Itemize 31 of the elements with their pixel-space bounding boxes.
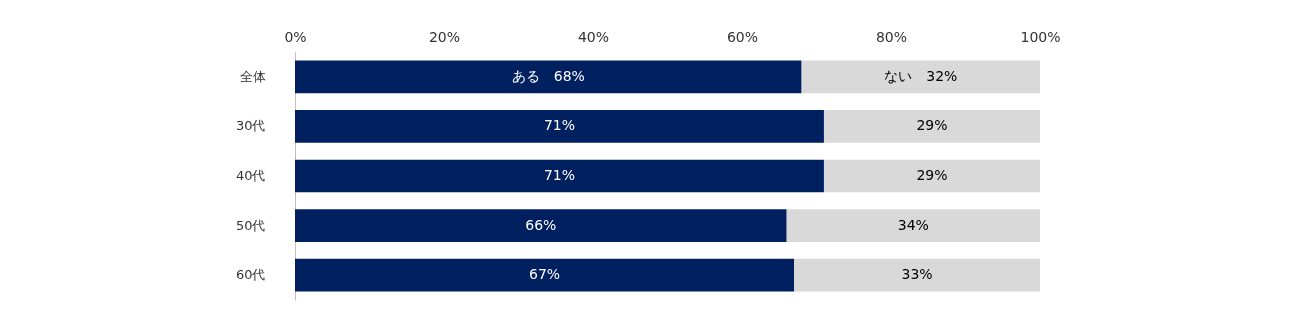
y-tick-label: 50代: [235, 217, 266, 233]
data-label: 33%: [901, 266, 933, 283]
y-tick-label: 60代: [235, 267, 266, 283]
bar: [823, 159, 1040, 193]
data-label: 66%: [525, 216, 557, 233]
data-label: 29%: [916, 167, 948, 183]
data-label: 71%: [543, 117, 576, 134]
data-label: 34%: [897, 216, 929, 233]
y-tick-label: 全体: [239, 68, 266, 84]
bar: [794, 258, 1040, 292]
bar: [295, 159, 824, 193]
x-tick-label: 100%: [1020, 28, 1061, 45]
data-label: 67%: [529, 266, 561, 283]
bar: [823, 110, 1040, 143]
bar: [295, 209, 787, 242]
data-label: ない 32%: [884, 67, 958, 84]
data-label: 29%: [916, 117, 948, 134]
y-tick-label: 40代: [235, 168, 266, 183]
x-tick-label: 80%: [875, 28, 908, 45]
bar: [786, 209, 1040, 242]
bar: [295, 110, 824, 143]
bar: [295, 258, 795, 292]
x-tick-label: 20%: [428, 28, 461, 45]
x-tick-label: 40%: [577, 28, 610, 45]
data-label: 71%: [543, 167, 576, 183]
y-tick-label: 30代: [235, 118, 266, 134]
data-label: ある 68%: [511, 67, 585, 84]
x-tick-label: 60%: [726, 28, 759, 45]
bar: [295, 60, 802, 94]
x-tick-label: 0%: [284, 28, 307, 45]
bar: [801, 60, 1040, 94]
